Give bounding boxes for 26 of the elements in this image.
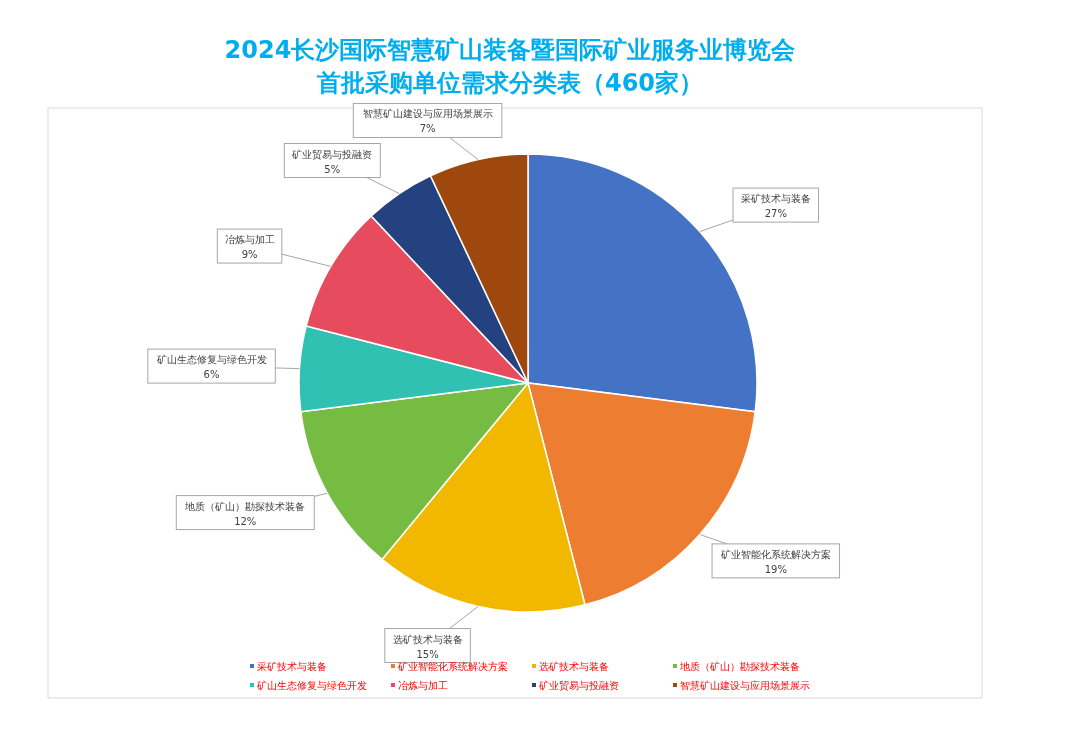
slice-label: 矿业贸易与投融资 (291, 148, 373, 160)
legend-label: 智慧矿山建设与应用场景展示 (680, 680, 810, 691)
data-label: 12% (234, 515, 257, 527)
slice-label: 冶炼与加工 (224, 234, 275, 246)
slice-label: 智慧矿山建设与应用场景展示 (362, 108, 493, 120)
legend-label: 矿业贸易与投融资 (538, 680, 619, 691)
data-label: 5% (324, 163, 341, 175)
legend-label: 矿业智能化系统解决方案 (397, 661, 508, 672)
data-label: 15% (416, 648, 439, 660)
slice-label: 选矿技术与装备 (392, 633, 463, 645)
data-label: 9% (241, 249, 258, 261)
slice-label: 采矿技术与装备 (740, 193, 811, 205)
legend-label: 采矿技术与装备 (257, 661, 327, 672)
data-label: 6% (203, 369, 220, 381)
legend-label: 地质（矿山）勘探技术装备 (679, 661, 800, 672)
legend-label: 选矿技术与装备 (539, 661, 609, 672)
slice-label: 矿业智能化系统解决方案 (719, 548, 831, 560)
data-label: 19% (764, 563, 787, 575)
slice-label: 地质（矿山）勘探技术装备 (184, 500, 306, 512)
data-label: 7% (419, 123, 436, 135)
slice-label: 矿山生态修复与绿色开发 (155, 354, 267, 366)
legend-label: 冶炼与加工 (398, 680, 448, 691)
legend-label: 矿山生态修复与绿色开发 (256, 680, 367, 691)
chart-title: 2024长沙国际智慧矿山装备暨国际矿业服务业博览会 (224, 36, 796, 64)
data-label: 27% (764, 208, 787, 220)
chart-subtitle: 首批采购单位需求分类表（460家） (315, 69, 704, 97)
